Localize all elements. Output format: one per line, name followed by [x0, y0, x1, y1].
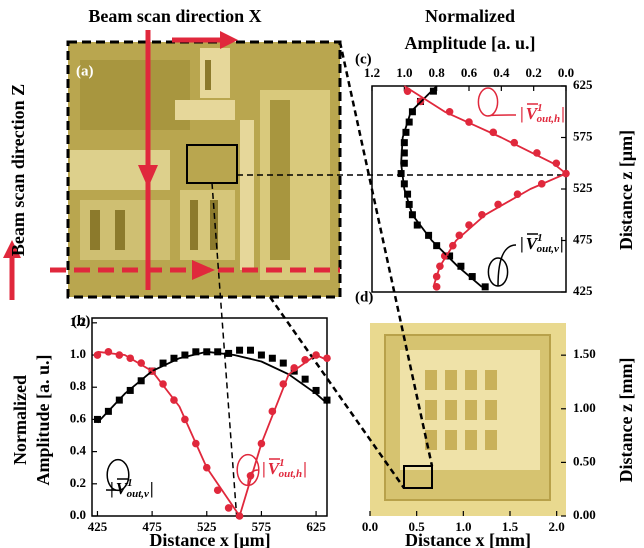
panel-label: (d) [355, 289, 373, 305]
photo-a [3, 30, 340, 300]
data-point [269, 355, 276, 362]
annotation-left: | [520, 104, 524, 123]
annotation-right: | [560, 234, 564, 253]
y-tick-label: 625 [573, 77, 593, 92]
y-tick-label: 475 [573, 231, 593, 246]
panel-label: (a) [76, 63, 94, 79]
y-tick-label: 0.4 [70, 443, 87, 458]
x-axis-label: Normalized [425, 6, 515, 26]
y-tick-label: 0.8 [70, 378, 87, 393]
title: Beam scan direction X [88, 6, 261, 26]
annotation-ellipse [478, 88, 497, 116]
x-axis-label: Distance x [μm] [149, 530, 270, 548]
y-axis-label: Normalized [10, 375, 30, 465]
annotation-arrow [488, 115, 516, 116]
y-tick-label: 1.0 [70, 346, 86, 361]
y-axis-label: Distance z [μm] [616, 130, 636, 250]
data-point [280, 360, 287, 367]
y-tick-label: 0.00 [573, 507, 596, 522]
annotation: |V1out,v| [110, 477, 154, 500]
x-tick-label: 0.4 [493, 65, 510, 80]
x-tick-label: 0.0 [362, 519, 378, 534]
data-point [105, 348, 113, 356]
annotation-right: | [303, 459, 307, 478]
y-tick-label: 0.2 [70, 475, 86, 490]
y-tick-label: 0.50 [573, 453, 596, 468]
x-axis-label: Distance x [mm] [405, 530, 531, 548]
y-tick-label: 1.50 [573, 346, 596, 361]
annotation-right: | [150, 479, 154, 498]
data-point [247, 347, 254, 354]
x-tick-label: 1.2 [364, 65, 380, 80]
annotation-sub: out,h [279, 468, 303, 480]
figure: (a) Beam scan direction X Beam scan direct… [0, 0, 644, 548]
y-tick-label: 1.2 [70, 314, 86, 329]
fit-line [98, 352, 328, 423]
annotation-left: | [262, 459, 266, 478]
x-tick-label: 0.0 [558, 65, 574, 80]
y-tick-label: 0.0 [70, 507, 86, 522]
y-tick-label: 425 [573, 283, 593, 298]
y-axis-label: Amplitude [a. u.] [33, 354, 53, 485]
y-tick-label: 525 [573, 180, 593, 195]
annotation-left: | [110, 479, 114, 498]
y-axis-label: Beam scan direction Z [8, 84, 28, 256]
x-axis-label: Amplitude [a. u.] [404, 33, 535, 53]
photo-d [370, 323, 566, 516]
x-tick-label: 625 [306, 519, 326, 534]
x-tick-label: 2.0 [549, 519, 565, 534]
annotation-left: | [520, 234, 524, 253]
x-tick-label: 0.6 [461, 65, 478, 80]
x-tick-label: 0.2 [526, 65, 542, 80]
annotation-sub: out,v [537, 243, 559, 255]
data-point [258, 352, 265, 359]
data-point [236, 347, 243, 354]
y-tick-label: 0.6 [70, 410, 87, 425]
data-point [482, 283, 489, 290]
annotation-right: | [561, 104, 565, 123]
y-axis-label: Distance z [mm] [616, 358, 636, 483]
x-tick-label: 1.0 [396, 65, 412, 80]
data-point [302, 376, 309, 383]
x-tick-label: 0.8 [429, 65, 446, 80]
y-tick-label: 1.00 [573, 400, 596, 415]
annotation-sub: out,h [537, 113, 561, 125]
y-tick-label: 575 [573, 128, 593, 143]
annotation-sub: out,v [127, 488, 149, 500]
x-tick-label: 425 [88, 519, 108, 534]
